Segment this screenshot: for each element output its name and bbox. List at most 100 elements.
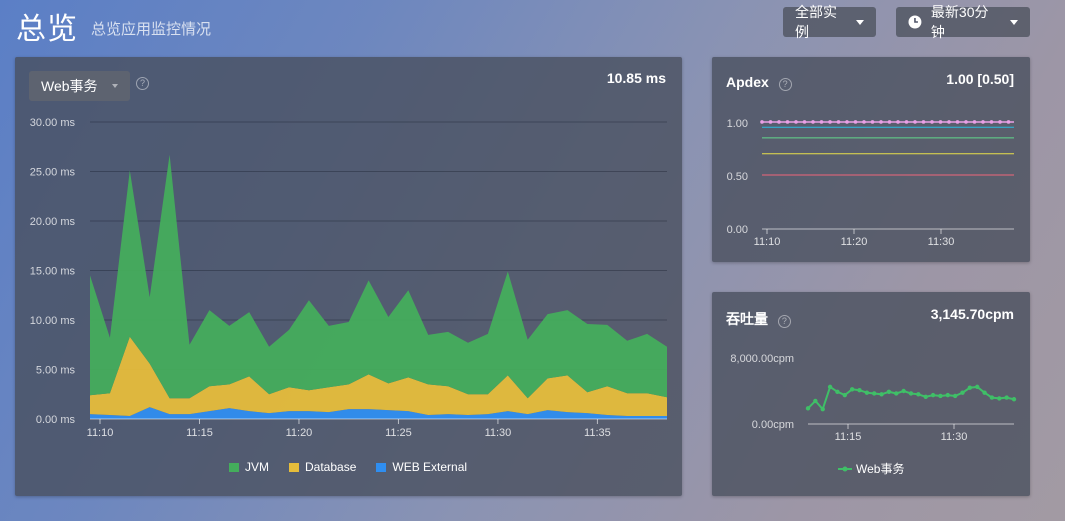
help-icon[interactable]: ? bbox=[778, 78, 792, 91]
throughput-point bbox=[872, 391, 877, 396]
throughput-point bbox=[930, 392, 936, 398]
throughput-point bbox=[923, 394, 928, 399]
throughput-point bbox=[952, 393, 958, 399]
transaction-type-label: Web事务 bbox=[41, 78, 98, 94]
throughput-point bbox=[982, 390, 987, 395]
throughput-point bbox=[908, 391, 914, 396]
throughput-value: 3,145.70cpm bbox=[930, 306, 1014, 322]
apdex-point bbox=[819, 120, 824, 124]
throughput-point bbox=[894, 391, 899, 396]
y-tick-label: 0.00 ms bbox=[36, 414, 76, 426]
apdex-point bbox=[794, 120, 798, 124]
throughput-point bbox=[967, 385, 973, 390]
throughput-point bbox=[901, 388, 906, 394]
legend-item-database[interactable]: Database bbox=[289, 460, 356, 474]
apdex-point bbox=[938, 120, 943, 124]
apdex-point bbox=[870, 120, 875, 124]
apdex-point bbox=[777, 120, 781, 124]
throughput-point bbox=[827, 384, 833, 390]
apdex-title-text: Apdex bbox=[726, 74, 769, 90]
y-tick-label: 0.00cpm bbox=[752, 419, 794, 431]
x-tick-label: 11:10 bbox=[87, 427, 114, 439]
apdex-point bbox=[913, 120, 917, 124]
throughput-point bbox=[975, 384, 980, 390]
throughput-point bbox=[820, 406, 825, 412]
help-icon[interactable]: ? bbox=[136, 77, 149, 90]
throughput-title: 吞吐量 ? bbox=[726, 309, 791, 329]
legend-label: Database bbox=[305, 460, 357, 474]
throughput-title-text: 吞吐量 bbox=[726, 311, 768, 327]
throughput-point bbox=[945, 392, 950, 398]
throughput-point bbox=[879, 392, 884, 397]
y-tick-label: 0.50 bbox=[727, 171, 748, 183]
x-tick-label: 11:30 bbox=[485, 427, 512, 439]
apdex-point bbox=[904, 120, 909, 124]
throughput-point bbox=[938, 393, 943, 399]
apdex-point bbox=[768, 120, 773, 124]
transaction-type-select[interactable]: Web事务 bbox=[29, 71, 130, 101]
apdex-point bbox=[887, 120, 892, 124]
apdex-point bbox=[930, 120, 934, 124]
apdex-point bbox=[947, 120, 951, 124]
apdex-point bbox=[785, 120, 790, 124]
legend-item-web-transaction[interactable]: Web事务 bbox=[838, 460, 904, 477]
throughput-point bbox=[864, 390, 870, 395]
throughput-point bbox=[1004, 395, 1009, 400]
throughput-point bbox=[997, 396, 1002, 401]
chevron-down-icon bbox=[856, 19, 864, 25]
apdex-panel: Apdex ? 1.00 [0.50] 0.00 0.50 1.00 11:10 11:… bbox=[712, 57, 1030, 262]
x-tick-label: 11:30 bbox=[928, 236, 955, 248]
throughput-point bbox=[849, 387, 855, 392]
apdex-point bbox=[845, 120, 849, 124]
apdex-point bbox=[811, 120, 815, 124]
x-tick-label: 11:25 bbox=[385, 427, 412, 439]
apdex-point bbox=[802, 120, 807, 124]
legend-item-web-external[interactable]: WEB External bbox=[376, 460, 467, 474]
avg-response-time: 10.85 ms bbox=[606, 70, 666, 86]
y-tick-label: 0.00 bbox=[727, 224, 748, 236]
x-tick-label: 11:15 bbox=[186, 427, 213, 439]
area-jvm bbox=[90, 154, 667, 399]
throughput-point bbox=[1011, 397, 1017, 402]
apdex-point bbox=[836, 120, 841, 124]
web-transaction-panel: Web事务 ? 10.85 ms 0.00 ms 5.00 ms 10.00 ms 1… bbox=[15, 57, 682, 496]
legend-line-swatch bbox=[838, 466, 852, 471]
y-tick-label: 15.00 ms bbox=[30, 266, 76, 278]
y-tick-label: 1.00 bbox=[727, 118, 748, 130]
time-range-label: 最新30分钟 bbox=[930, 4, 989, 40]
instances-dropdown-label: 全部实例 bbox=[795, 4, 837, 40]
apdex-point bbox=[964, 120, 968, 124]
x-tick-label: 11:35 bbox=[584, 427, 611, 439]
apdex-point bbox=[896, 120, 900, 124]
page-title: 总览 bbox=[16, 13, 78, 46]
throughput-point bbox=[813, 398, 818, 404]
help-icon[interactable]: ? bbox=[777, 315, 791, 328]
chevron-down-icon bbox=[1010, 19, 1018, 25]
page-subtitle: 总览应用监控情况 bbox=[91, 21, 212, 38]
x-tick-label: 11:15 bbox=[835, 431, 862, 443]
y-tick-label: 8,000.00cpm bbox=[730, 353, 794, 365]
throughput-point bbox=[960, 390, 965, 395]
apdex-chart: 0.00 0.50 1.00 11:10 11:20 11:30 bbox=[727, 118, 1014, 248]
y-tick-label: 30.00 ms bbox=[30, 117, 76, 129]
y-tick-label: 5.00 ms bbox=[36, 365, 76, 377]
legend-swatch bbox=[289, 462, 299, 472]
legend-swatch bbox=[229, 462, 239, 472]
chevron-down-icon bbox=[111, 84, 118, 88]
apdex-point bbox=[998, 120, 1002, 124]
apdex-point bbox=[955, 120, 960, 124]
instances-dropdown[interactable]: 全部实例 bbox=[783, 4, 876, 40]
throughput-panel: 吞吐量 ? 3,145.70cpm 0.00cpm 8,000.00cpm 11:1… bbox=[712, 292, 1030, 496]
throughput-point bbox=[857, 387, 862, 393]
throughput-point bbox=[886, 389, 892, 395]
time-range-dropdown[interactable]: 最新30分钟 bbox=[896, 4, 1030, 40]
throughput-point bbox=[916, 392, 921, 397]
legend-label: JVM bbox=[245, 460, 269, 474]
apdex-point bbox=[1006, 120, 1011, 124]
y-tick-label: 20.00 ms bbox=[30, 216, 76, 228]
legend-label: Web事务 bbox=[856, 462, 905, 476]
throughput-point bbox=[989, 395, 995, 400]
apdex-point bbox=[972, 120, 977, 124]
legend-item-jvm[interactable]: JVM bbox=[229, 460, 269, 474]
x-tick-label: 11:10 bbox=[754, 236, 781, 248]
